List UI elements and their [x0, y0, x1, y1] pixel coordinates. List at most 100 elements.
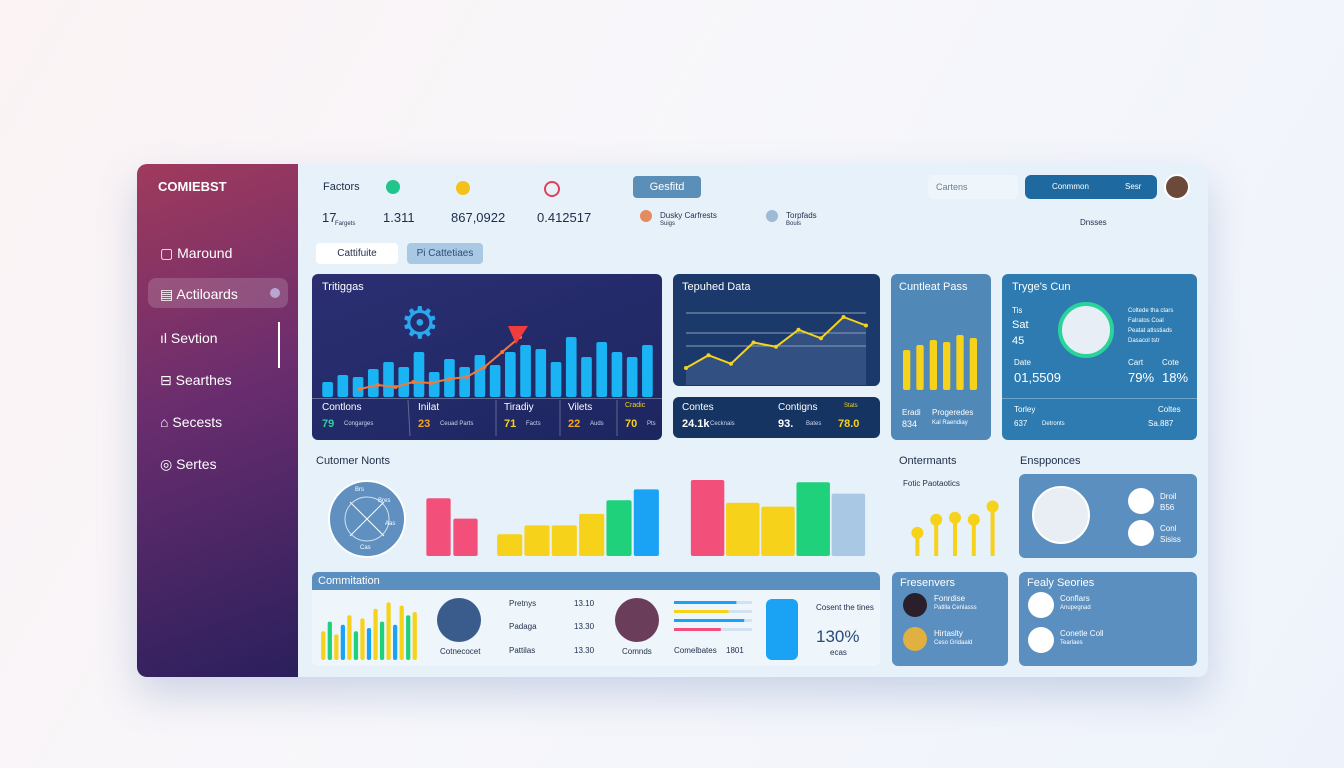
note: Cosent the tines [816, 603, 874, 612]
button[interactable]: Gesfitd [633, 176, 701, 198]
sidebar [137, 164, 298, 677]
section-title: Ontermants [899, 455, 957, 467]
icon [1128, 488, 1154, 514]
avatar-ring [1058, 302, 1114, 358]
stat-note: Congarges [344, 421, 374, 427]
label: Coltes [1158, 405, 1181, 414]
avatar [437, 598, 481, 642]
tab[interactable]: Cattifuite [316, 243, 398, 264]
avatar [1032, 486, 1090, 544]
list-value: 13.30 [574, 646, 595, 655]
menu[interactable]: Dnsses [1080, 218, 1107, 227]
value: 45 [1012, 335, 1025, 347]
stat-value: 24.1k [682, 418, 710, 430]
panel-title: Fresenvers [900, 577, 956, 589]
action[interactable]: Conmmon [1052, 182, 1089, 191]
action[interactable]: Sesr [1125, 182, 1142, 191]
panel-title: Tryge's Cun [1012, 281, 1071, 293]
user-name: Dusky Carfrests [660, 211, 717, 220]
stat-value: 17 [322, 210, 337, 225]
stat-label: Factors [323, 181, 360, 193]
percent: 130% [816, 627, 860, 646]
label: Cart [1128, 358, 1144, 367]
avatar[interactable] [1164, 174, 1190, 200]
value: 1801 [726, 646, 744, 655]
note: ecas [830, 648, 847, 657]
stat-note: Bates [806, 421, 822, 427]
trends-panel [312, 274, 662, 440]
stat-value: 70 [625, 418, 638, 430]
name: Conetle Coll [1060, 629, 1104, 638]
list-name: Pattilas [509, 646, 536, 655]
value: 18% [1162, 370, 1189, 385]
active-item-bg [148, 278, 288, 308]
stat-value: 867,0922 [451, 210, 506, 225]
cun-panel [1002, 274, 1197, 440]
stat-label: Contes [682, 402, 714, 413]
scrollbar [278, 322, 280, 368]
value: B56 [1160, 503, 1175, 512]
avatar [903, 627, 927, 651]
nav-item[interactable]: ⊟ Searthes [160, 372, 232, 388]
stat-value: 78.0 [838, 418, 860, 430]
value: Sat [1012, 319, 1029, 331]
person: Cotnecocet [440, 647, 481, 656]
stat-note: Kal Raendiay [932, 420, 968, 426]
nav-label: Sertes [176, 456, 217, 472]
note: Tearlaes [1060, 640, 1083, 646]
user-role: Suigs [660, 221, 676, 227]
stat-note: Auds [590, 421, 604, 427]
stat-value: 834 [902, 419, 918, 429]
stat-note: Facts [526, 421, 541, 427]
name: Conflars [1060, 594, 1090, 603]
icon [1128, 520, 1154, 546]
info: Coltede tha ctars Falratos Coal Peatat atl… [1128, 306, 1173, 346]
nav-label: Searthes [175, 372, 232, 388]
avatar [903, 593, 927, 617]
subtitle: Fotic Paotaotics [903, 479, 960, 488]
nav-item[interactable]: ▤ Actiloards [160, 286, 238, 302]
panel-title: Cuntleat Pass [899, 281, 968, 293]
list-name: Pretnys [509, 599, 537, 608]
panel-title: Commitation [318, 575, 380, 587]
nav-label: Actiloards [176, 286, 238, 302]
icon [386, 180, 400, 194]
stat-label: Vilets [568, 402, 593, 413]
label: Cote [1162, 358, 1179, 367]
label: Conl [1160, 524, 1177, 533]
label: Comelbates [674, 646, 717, 655]
action-pill [1025, 175, 1157, 199]
nav-item[interactable]: ⌂ Secests [160, 414, 223, 430]
value: Sa.887 [1148, 419, 1174, 428]
value: 637 [1014, 419, 1028, 428]
note: Ceso Gridaald [934, 640, 973, 646]
icon [544, 181, 560, 197]
avatar [766, 210, 778, 222]
divider [1002, 398, 1197, 399]
search-box[interactable]: Cartens [928, 175, 1018, 199]
name: Fonrdise [934, 594, 966, 603]
nav-label: Secests [172, 414, 223, 430]
nav-item[interactable]: ▢ Maround [160, 245, 233, 261]
stat-note: Fargets [335, 221, 356, 227]
stat-label: Inilat [418, 402, 440, 413]
name: Hirtaslty [934, 629, 963, 638]
stat-value: 23 [418, 418, 431, 430]
nav-label: Maround [177, 245, 233, 261]
data-stats [673, 397, 880, 438]
tab[interactable]: Pi Cattetiaes [407, 243, 483, 264]
value: 01,5509 [1014, 370, 1061, 385]
stat-value: 1.311 [383, 210, 415, 225]
nav-item[interactable]: ◎ Sertes [160, 456, 217, 472]
avatar [1028, 627, 1054, 653]
stat-label: Cradic [625, 402, 646, 409]
section-title: Cutomer Nonts [316, 455, 390, 467]
stat-value: 93. [778, 418, 794, 430]
info-line: Falratos Coal [1128, 318, 1164, 324]
list-value: 13.10 [574, 599, 595, 608]
label: Tis [1012, 306, 1023, 315]
nav-item[interactable]: ıl Sevtion [160, 330, 218, 346]
stat-value: 71 [504, 418, 517, 430]
stat-note: Ceuad Parts [440, 421, 474, 427]
